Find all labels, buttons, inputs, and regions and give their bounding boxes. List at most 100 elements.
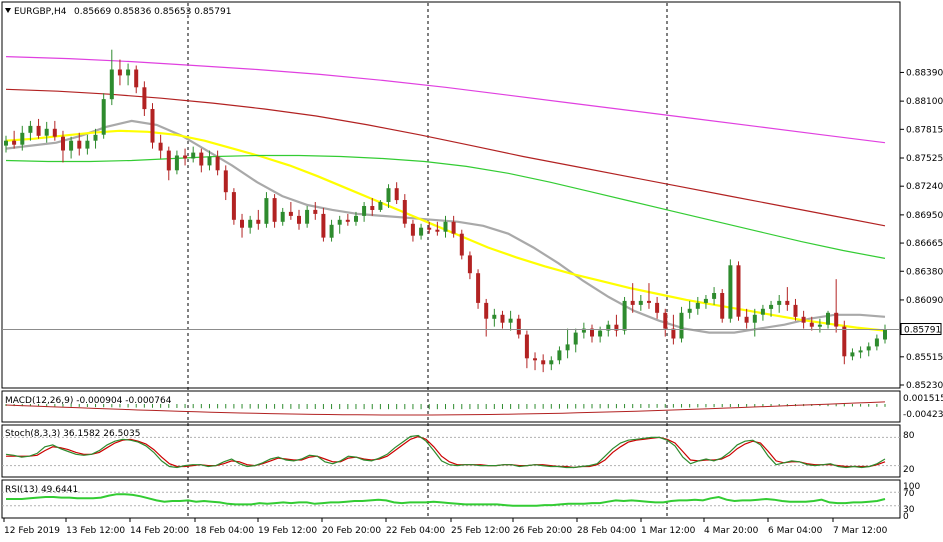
candle-body [801,316,806,323]
time-tick-label: 13 Feb 12:00 [66,526,125,536]
rsi-label: RSI(13) 49.6441 [5,485,78,495]
candle-body [638,300,643,305]
candle-body [712,293,717,299]
candle-body [85,140,90,149]
candle-body [728,265,733,319]
candle-body [606,324,611,331]
candle-body [77,140,82,149]
candle-body [337,219,342,225]
candle-body [174,155,179,171]
candle-body [695,302,700,309]
candle-body [158,142,163,151]
candle-body [598,330,603,337]
time-tick-label: 20 Feb 20:00 [322,526,381,536]
candle-body [467,255,472,274]
candle-body [630,300,635,305]
price-tick-label: 0.86950 [906,211,943,221]
candle-body [20,132,25,145]
candle-body [581,328,586,333]
candle-body [826,312,830,325]
candle-body [264,198,269,224]
candle-body [313,209,318,214]
candle-body [590,328,594,337]
price-pane-frame [1,1,901,389]
price-tick-label: 0.87525 [906,154,943,164]
candle-body [61,136,65,151]
rsi-tick-0: 0 [903,512,909,522]
time-axis: 12 Feb 2019 13 Feb 12:00 14 Feb 20:00 18 Fe… [3,518,888,536]
candle-body [777,300,782,305]
rsi-tick-100: 100 [903,482,920,492]
candle-body [760,308,765,315]
candle-body [272,198,277,222]
candle-body [752,314,757,323]
candle-body [565,344,570,351]
candle-body [93,134,98,141]
price-tick-label: 0.85515 [906,353,943,363]
time-tick-label: 12 Feb 2019 [4,526,60,536]
price-tick-label: 0.85230 [906,381,943,391]
candle-body [69,140,74,151]
candle-body [28,125,33,133]
candle-body [4,140,8,146]
candle-body [874,338,879,347]
time-tick-label: 19 Feb 12:00 [258,526,317,536]
candle-body [500,314,505,323]
chart-title: EURGBP,H4 0.85669 0.85836 0.85653 0.8579… [5,7,231,17]
candle-body [671,328,676,339]
candle-body [223,170,228,193]
candle-body [256,219,261,224]
candle-body [703,298,708,303]
price-tick-label: 0.88390 [906,68,943,78]
candle-body [207,156,212,166]
candle-body [142,87,147,110]
candle-body [516,318,521,335]
candle-body [101,99,106,135]
candle-body [573,332,578,345]
stoch-main-line [5,434,886,469]
candle-body [459,233,464,256]
candle-body [557,350,562,361]
candle-body [36,125,41,136]
candle-body [166,150,171,171]
price-tick-label: 0.87240 [906,182,943,192]
candle-body [793,304,798,317]
candle-body [12,140,17,145]
candle-body [687,308,692,313]
candle-body [476,273,481,303]
price-tick-label: 0.86090 [906,296,943,306]
candle-body [866,346,871,351]
price-axis: 0.88390 0.88100 0.87815 0.87525 0.87240 0.869… [900,68,943,391]
candle-body [842,326,847,357]
moving-average-line [5,154,886,259]
ohlc-readout: 0.85669 0.85836 0.85653 0.85791 [74,7,231,17]
candle-body [549,360,554,365]
candle-body [354,215,358,222]
candle-body [305,209,310,224]
candle-body [410,223,415,236]
candle-body [427,227,432,230]
candle-body [435,229,440,232]
macd-indicator [5,401,886,416]
candle-body [492,314,497,319]
candle-body [329,224,334,238]
candle-body [297,215,301,224]
candle-body [655,302,660,313]
rsi-line [6,493,886,507]
candle-body [215,156,220,171]
candle-body [126,69,131,76]
period-separators [187,3,668,518]
time-tick-label: 22 Feb 04:00 [386,526,445,536]
candle-body [533,358,537,361]
moving-average-line [5,88,886,227]
candle-body [394,188,399,201]
rsi-tick-30: 30 [903,505,915,515]
time-tick-label: 6 Mar 04:00 [768,526,823,536]
candle-body [378,202,383,210]
price-tick-label: 0.87815 [906,125,943,135]
candle-body [321,213,326,238]
candle-body [386,188,391,202]
stoch-pane-frame [1,424,901,478]
candle-body [614,324,619,331]
